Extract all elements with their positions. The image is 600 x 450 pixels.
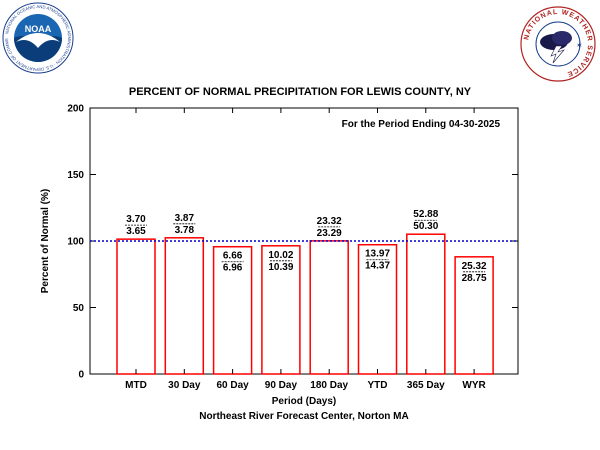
x-tick-label: WYR: [462, 380, 486, 391]
bar-group: [116, 233, 494, 375]
x-tick-label: 90 Day: [265, 380, 298, 391]
normal-value-label: 23.29: [317, 228, 342, 239]
y-tick-label: 150: [67, 170, 84, 181]
x-axis-ticks: MTD 30 Day 60 Day 90 Day 180 Day YTD 365 Day WY…: [125, 108, 487, 391]
nws-logo-icon: NATIONAL WEATHER SERVICE ✶: [520, 6, 596, 82]
x-tick-label: MTD: [125, 380, 147, 391]
observed-value-label: 3.87: [175, 213, 195, 224]
observed-value-label: 25.32: [462, 261, 487, 272]
normal-value-label: 3.65: [126, 226, 146, 237]
normal-value-label: 10.39: [268, 262, 293, 273]
x-tick-label: 180 Day: [310, 380, 348, 391]
x-tick-label: 60 Day: [216, 380, 249, 391]
x-tick-label: 30 Day: [168, 380, 201, 391]
bar: [116, 238, 156, 375]
chart-title: PERCENT OF NORMAL PRECIPITATION FOR LEWI…: [129, 86, 472, 98]
y-tick-label: 50: [73, 303, 85, 314]
normal-value-label: 28.75: [462, 273, 487, 284]
bar: [406, 233, 446, 375]
x-tick-label: YTD: [368, 380, 388, 391]
observed-value-label: 23.32: [317, 216, 342, 227]
observed-value-label: 10.02: [268, 250, 293, 261]
bar: [309, 240, 349, 375]
normal-value-label: 3.78: [175, 225, 195, 236]
y-tick-label: 100: [67, 237, 84, 248]
chart-subtitle: For the Period Ending 04-30-2025: [342, 119, 501, 130]
observed-value-label: 13.97: [365, 249, 390, 260]
chart-footer: Northeast River Forecast Center, Norton …: [199, 411, 409, 422]
y-axis-label: Percent of Normal (%): [40, 189, 51, 293]
y-tick-label: 0: [78, 370, 84, 381]
y-axis-ticks: 0 50 100 150 200: [67, 104, 518, 381]
normal-value-label: 50.30: [413, 221, 438, 232]
bar: [164, 237, 205, 375]
observed-value-label: 52.88: [413, 209, 438, 220]
svg-text:NOAA: NOAA: [25, 24, 52, 34]
observed-value-label: 6.66: [223, 251, 243, 262]
normal-value-label: 14.37: [365, 261, 390, 272]
svg-text:✶: ✶: [576, 41, 583, 50]
noaa-logo-icon: NATIONAL OCEANIC AND ATMOSPHERIC ADMINIS…: [2, 2, 74, 74]
x-axis-label: Period (Days): [272, 396, 336, 407]
observed-value-label: 3.70: [126, 214, 146, 225]
normal-value-label: 6.96: [223, 263, 243, 274]
x-tick-label: 365 Day: [407, 380, 445, 391]
bar-label-group: 3.703.653.873.786.666.9610.0210.3923.322…: [125, 209, 487, 284]
y-tick-label: 200: [67, 104, 84, 115]
